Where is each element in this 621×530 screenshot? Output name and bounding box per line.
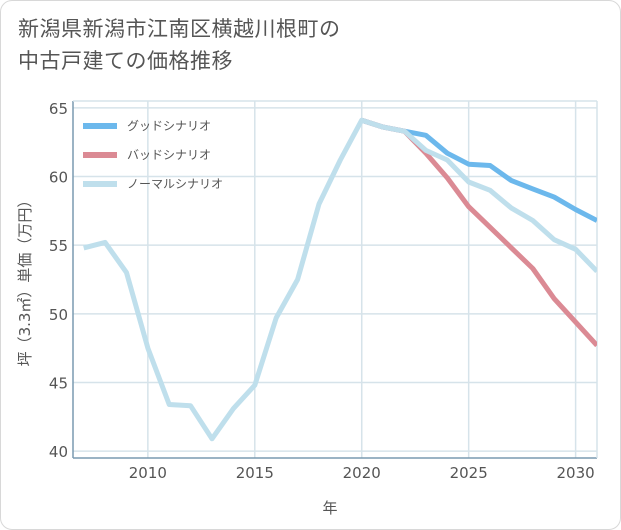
- y-tick-label: 60: [49, 169, 68, 187]
- chart-title-line1: 新潟県新潟市江南区横越川根町の: [18, 17, 341, 41]
- legend-label: バッドシナリオ: [127, 148, 211, 162]
- chart-title-line2: 中古戸建ての価格推移: [18, 49, 233, 73]
- y-axis-title: 坪（3.3㎡）単価（万円）: [16, 193, 34, 367]
- x-tick-label: 2030: [557, 464, 595, 482]
- x-tick-label: 2025: [450, 464, 488, 482]
- y-tick-label: 55: [49, 237, 68, 255]
- y-tick-label: 45: [49, 374, 68, 392]
- legend-label: ノーマルシナリオ: [127, 177, 223, 191]
- x-tick-label: 2015: [236, 464, 274, 482]
- y-tick-label: 65: [49, 100, 68, 118]
- x-axis-title: 年: [322, 499, 337, 517]
- y-tick-label: 40: [49, 443, 68, 461]
- series-line-1: [360, 117, 597, 223]
- series-line-2: [360, 117, 597, 348]
- x-tick-label: 2010: [129, 464, 167, 482]
- legend-label: グッドシナリオ: [127, 119, 211, 133]
- y-tick-label: 50: [49, 306, 68, 324]
- chart-title: 新潟県新潟市江南区横越川根町の 中古戸建ての価格推移: [18, 13, 341, 77]
- axes: 40 45 50 55 60 65 2010 2015 2020 2025 2030: [49, 100, 598, 482]
- series-line-3: [83, 117, 597, 442]
- series-lines: [83, 117, 597, 442]
- x-tick-label: 2020: [343, 464, 381, 482]
- grid: [73, 101, 597, 458]
